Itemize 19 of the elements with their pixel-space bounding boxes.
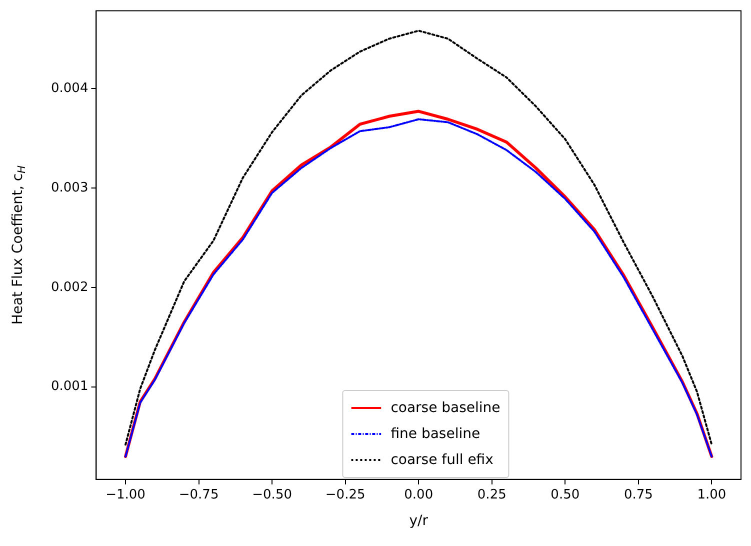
legend-label: coarse full efix bbox=[390, 451, 494, 470]
x-tick-label: 1.00 bbox=[697, 488, 726, 503]
x-tick-label: −0.75 bbox=[178, 488, 219, 503]
x-tick-label: 0.00 bbox=[404, 488, 434, 503]
x-tick-label: −0.25 bbox=[325, 488, 366, 503]
legend-label: fine baseline bbox=[390, 425, 480, 444]
x-tick-label: −1.00 bbox=[106, 488, 146, 503]
x-axis-title: y/r bbox=[409, 513, 428, 530]
legend-label: coarse baseline bbox=[390, 399, 500, 418]
x-tick-label: 0.25 bbox=[477, 488, 506, 503]
y-axis-title: Heat Flux Coeffient, cH bbox=[10, 165, 28, 325]
x-tick-label: −0.50 bbox=[252, 488, 292, 503]
y-tick-label: 0.001 bbox=[51, 379, 88, 394]
line-series bbox=[124, 30, 713, 446]
x-tick-label: 0.50 bbox=[550, 488, 580, 503]
y-tick-label: 0.004 bbox=[51, 80, 88, 96]
y-tick-label: 0.003 bbox=[51, 180, 88, 196]
y-tick-label: 0.002 bbox=[51, 280, 88, 295]
x-tick-label: 0.75 bbox=[624, 488, 653, 503]
